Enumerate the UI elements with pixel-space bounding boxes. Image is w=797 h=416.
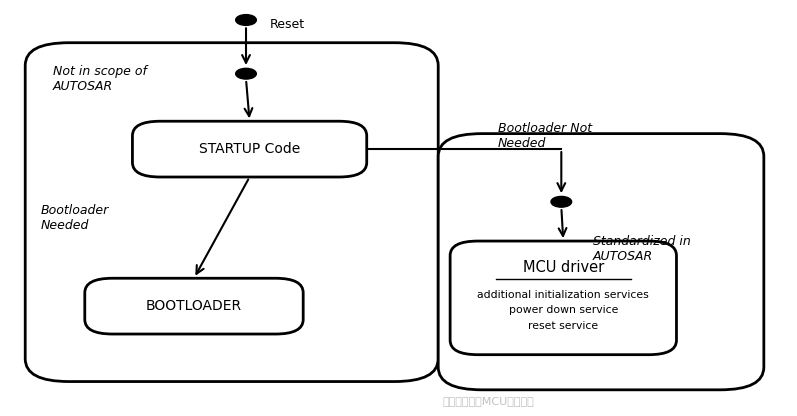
FancyBboxPatch shape [26, 43, 438, 381]
Circle shape [551, 196, 571, 207]
Text: STARTUP Code: STARTUP Code [199, 142, 300, 156]
Text: Bootloader
Needed: Bootloader Needed [41, 204, 109, 232]
Circle shape [236, 15, 257, 25]
FancyBboxPatch shape [450, 241, 677, 355]
Text: additional initialization services
power down service
reset service: additional initialization services power… [477, 290, 650, 331]
Text: Standardized in
AUTOSAR: Standardized in AUTOSAR [593, 235, 691, 263]
Text: BOOTLOADER: BOOTLOADER [146, 299, 242, 313]
Text: Not in scope of
AUTOSAR: Not in scope of AUTOSAR [53, 65, 147, 94]
Circle shape [236, 68, 257, 79]
FancyBboxPatch shape [132, 121, 367, 177]
Text: Reset: Reset [270, 17, 305, 31]
Text: MCU driver: MCU driver [523, 260, 604, 275]
FancyBboxPatch shape [84, 278, 303, 334]
Text: 公众号．汽车MCU软件设计: 公众号．汽车MCU软件设计 [442, 396, 534, 406]
FancyBboxPatch shape [438, 134, 764, 390]
Text: Bootloader Not
Needed: Bootloader Not Needed [498, 122, 592, 150]
